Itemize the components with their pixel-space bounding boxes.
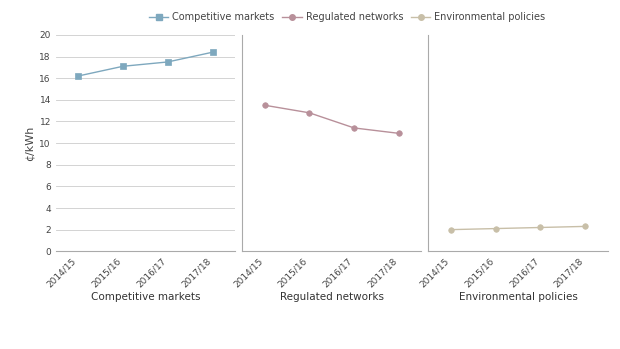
- X-axis label: Environmental policies: Environmental policies: [459, 292, 577, 302]
- Y-axis label: ¢/kWh: ¢/kWh: [24, 125, 34, 161]
- Legend: Competitive markets, Regulated networks, Environmental policies: Competitive markets, Regulated networks,…: [145, 8, 549, 26]
- X-axis label: Competitive markets: Competitive markets: [91, 292, 200, 302]
- X-axis label: Regulated networks: Regulated networks: [280, 292, 384, 302]
